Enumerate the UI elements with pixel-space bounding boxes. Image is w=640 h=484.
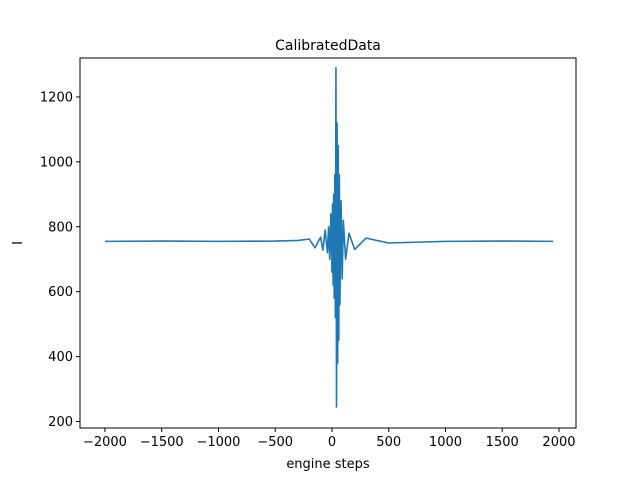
x-tick-label: 1500 [486, 435, 519, 450]
x-axis-ticks: −2000 −1500 −1000 −500 0 500 1000 1500 2000 [83, 428, 576, 450]
y-tick-label: 200 [48, 415, 73, 430]
x-tick-label: 500 [376, 435, 401, 450]
y-tick-label: 1200 [40, 90, 73, 105]
series-layer [104, 66, 554, 408]
x-tick-label: −2000 [83, 435, 127, 450]
x-tick-label: −500 [257, 435, 293, 450]
plot-frame [79, 57, 577, 429]
y-tick-label: 1000 [40, 155, 73, 170]
y-tick-label: 600 [48, 285, 73, 300]
x-axis-label: engine steps [286, 457, 370, 472]
x-tick-label: 2000 [542, 435, 575, 450]
x-tick-label: −1000 [196, 435, 240, 450]
series-line-0 [104, 66, 554, 408]
y-axis-label: I [11, 241, 26, 245]
chart-title: CalibratedData [275, 38, 381, 54]
y-tick-label: 800 [48, 220, 73, 235]
y-tick-label: 400 [48, 350, 73, 365]
x-tick-label: −1500 [140, 435, 184, 450]
y-axis-ticks: 200 400 600 800 1000 1200 [40, 90, 80, 430]
x-tick-label: 0 [328, 435, 336, 450]
x-tick-label: 1000 [429, 435, 462, 450]
